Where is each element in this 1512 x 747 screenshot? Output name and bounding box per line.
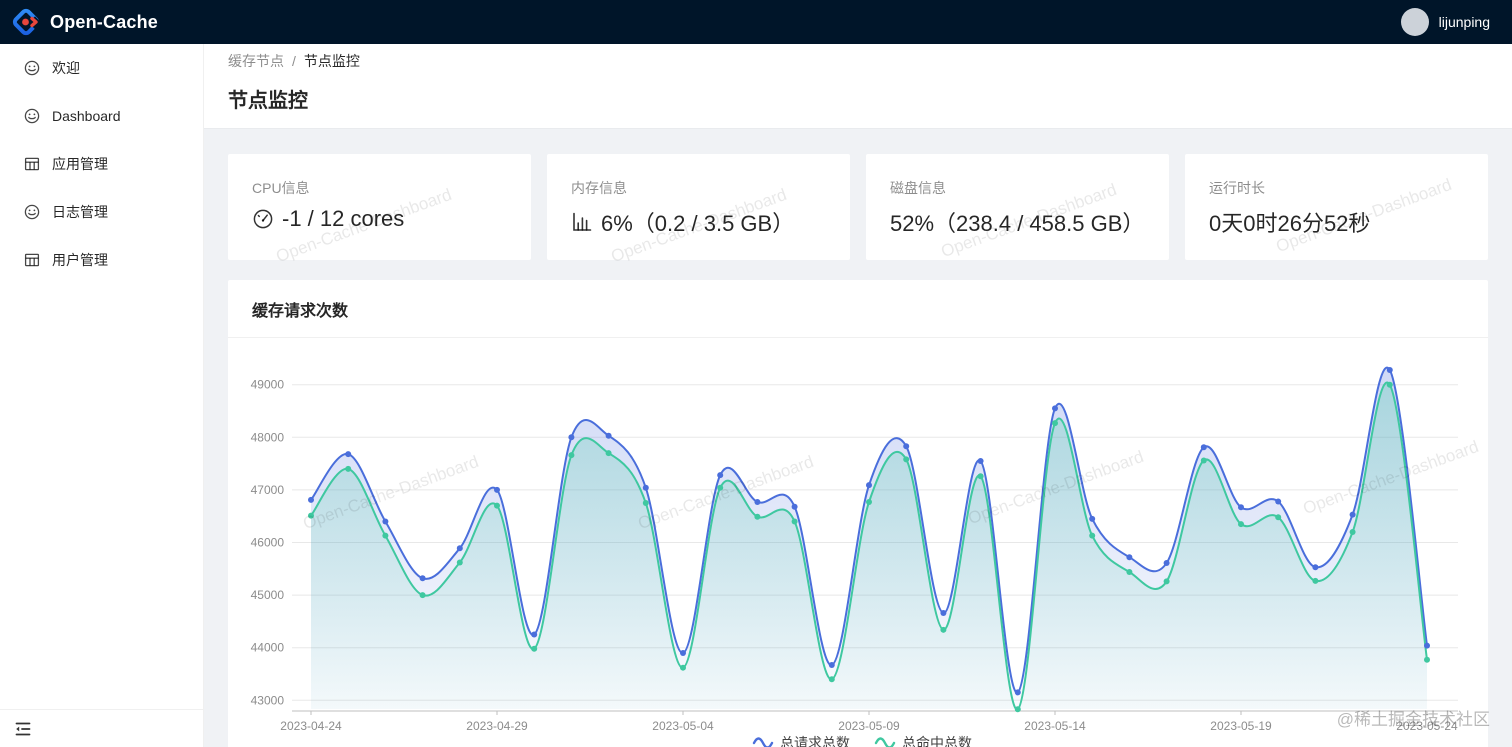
sidebar-item-3[interactable]: 日志管理	[0, 188, 203, 236]
table-icon	[24, 252, 40, 268]
main-area: 缓存节点 / 节点监控 节点监控 CPU信息 -1 / 12 cores 内存信息 6%（…	[204, 0, 1512, 747]
smile-icon	[24, 60, 40, 76]
breadcrumb-separator: /	[292, 53, 296, 69]
smile-icon	[24, 108, 40, 124]
stat-value: 6%（0.2 / 3.5 GB）	[571, 206, 826, 238]
svg-text:2023-05-04: 2023-05-04	[652, 719, 714, 733]
sidebar-item-label: 欢迎	[52, 60, 80, 76]
stats-row: CPU信息 -1 / 12 cores 内存信息 6%（0.2 / 3.5 GB） 磁盘…	[228, 154, 1488, 260]
content: CPU信息 -1 / 12 cores 内存信息 6%（0.2 / 3.5 GB） 磁盘…	[204, 128, 1512, 747]
sidebar-item-0[interactable]: 欢迎	[0, 44, 203, 92]
stat-value: -1 / 12 cores	[252, 206, 507, 232]
stat-label: 内存信息	[571, 180, 627, 196]
breadcrumb-current: 节点监控	[303, 53, 360, 69]
svg-text:43000: 43000	[251, 693, 285, 707]
svg-text:45000: 45000	[251, 588, 285, 602]
svg-text:总命中总数: 总命中总数	[902, 735, 972, 747]
username[interactable]: lijunping	[1438, 14, 1490, 30]
sidebar-item-label: Dashboard	[52, 108, 121, 124]
stat-value: 0天0时26分52秒	[1209, 211, 1371, 236]
svg-text:2023-04-24: 2023-04-24	[280, 719, 342, 733]
svg-text:2023-04-29: 2023-04-29	[466, 719, 528, 733]
stat-card-2: 磁盘信息 52%（238.4 / 458.5 GB）	[866, 154, 1169, 260]
sidebar-menu: 欢迎 Dashboard 应用管理日志管理用户管理	[0, 44, 203, 284]
breadcrumb-parent[interactable]: 缓存节点	[228, 53, 284, 69]
sidebar-item-label: 应用管理	[52, 156, 108, 172]
svg-text:2023-05-19: 2023-05-19	[1210, 719, 1272, 733]
menu-fold-icon[interactable]	[14, 720, 32, 738]
app-logo-icon	[12, 8, 40, 36]
stat-value: 52%（238.4 / 458.5 GB）	[890, 211, 1145, 236]
svg-text:47000: 47000	[251, 483, 285, 497]
svg-text:2023-05-24: 2023-05-24	[1396, 719, 1458, 733]
svg-text:2023-05-14: 2023-05-14	[1024, 719, 1086, 733]
stat-card-0: CPU信息 -1 / 12 cores	[228, 154, 531, 260]
cache-requests-chart: 43000 44000 45000 46000 47000 48000 49000 2023-…	[228, 338, 1488, 747]
smile-icon	[24, 204, 40, 220]
legend-item-总请求总数[interactable]: 总请求总数	[752, 735, 850, 747]
sidebar-item-label: 用户管理	[52, 252, 108, 268]
sidebar: 欢迎 Dashboard 应用管理日志管理用户管理	[0, 44, 204, 747]
chart-card-title: 缓存请求次数	[252, 302, 349, 320]
sidebar-footer	[0, 709, 203, 747]
stat-label: 磁盘信息	[890, 180, 946, 196]
svg-text:总请求总数: 总请求总数	[780, 735, 850, 747]
page-header: 缓存节点 / 节点监控 节点监控	[204, 44, 1512, 128]
stat-card-1: 内存信息 6%（0.2 / 3.5 GB）	[547, 154, 850, 260]
page-title: 节点监控	[228, 90, 308, 112]
chart-card-header: 缓存请求次数	[228, 280, 1488, 338]
stat-card-3: 运行时长 0天0时26分52秒	[1185, 154, 1488, 260]
breadcrumb: 缓存节点 / 节点监控	[228, 50, 1488, 72]
stat-label: 运行时长	[1209, 180, 1265, 196]
svg-text:46000: 46000	[251, 536, 285, 550]
sidebar-item-4[interactable]: 用户管理	[0, 236, 203, 284]
avatar[interactable]	[1400, 8, 1429, 36]
svg-text:48000: 48000	[251, 430, 285, 444]
user-menu[interactable]: lijunping	[1400, 8, 1490, 36]
svg-text:2023-05-09: 2023-05-09	[838, 719, 900, 733]
svg-text:49000: 49000	[251, 378, 285, 392]
sidebar-item-1[interactable]: Dashboard	[0, 92, 203, 140]
legend-item-总命中总数[interactable]: 总命中总数	[874, 735, 972, 747]
bar-chart-icon	[571, 211, 593, 233]
chart-card: 缓存请求次数 43000 44000 45000 46000 47000 48000 490…	[228, 280, 1488, 747]
sidebar-item-label: 日志管理	[52, 204, 108, 220]
gauge-icon	[252, 208, 274, 230]
sidebar-item-2[interactable]: 应用管理	[0, 140, 203, 188]
svg-text:44000: 44000	[251, 641, 285, 655]
table-icon	[24, 156, 40, 172]
app-title: Open-Cache	[50, 11, 159, 32]
top-navbar: Open-Cache lijunping	[0, 0, 1512, 44]
stat-label: CPU信息	[252, 180, 310, 196]
